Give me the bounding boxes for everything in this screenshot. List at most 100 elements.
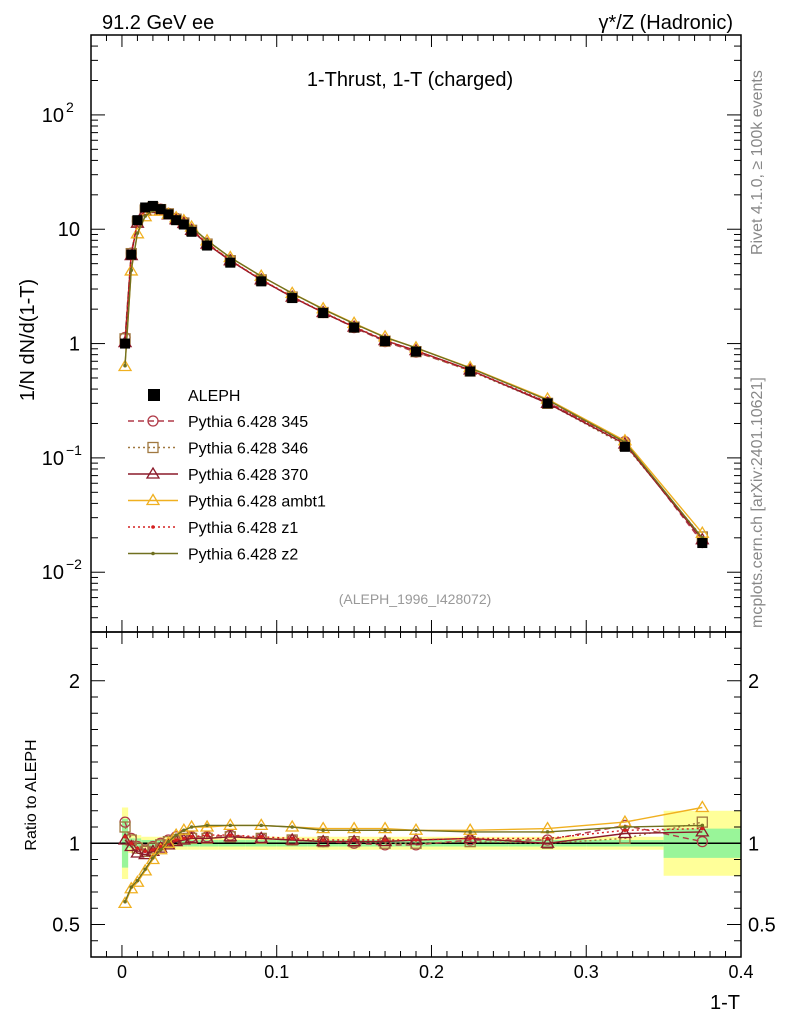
ratio-series-point [123,834,127,839]
ratio-series-point [182,828,186,833]
ratio-series-point [352,838,356,842]
ratio-series-line [124,824,703,903]
ratio-series-point [700,826,705,831]
ratio-series-point [695,800,710,813]
ratio-series-point [617,826,633,839]
ratio-series-point [468,830,472,834]
ratio-series-point [228,823,233,828]
ratio-series-point [129,841,134,846]
main-series-point [130,226,145,239]
y-tick-label: 10 [42,105,64,127]
aleph-data-point [619,441,630,452]
aleph-data-point [147,200,158,211]
ratio-series-point [189,825,194,829]
plot-title: 1-Thrust, 1-T (charged) [307,69,513,91]
aleph-data-point [287,293,298,304]
legend-marker [145,466,161,479]
ratio-series-point [383,838,387,842]
ratio-tick-label-left: 1 [69,833,80,855]
y-tick-label: 10 [58,219,80,241]
x-tick-label: 0.3 [574,962,599,982]
ratio-series-point [383,828,387,833]
x-tick-label: 0 [117,962,127,982]
ratio-series-point [158,844,163,849]
ratio-series-point [623,828,627,833]
ratio-y-axis-label: Ratio to ALEPH [23,739,40,850]
ratio-series-point [285,832,300,845]
ratio-series-point [135,846,140,850]
ratio-series-point [463,822,478,835]
y-tick-label: 10 [42,448,64,470]
ratio-series-point [129,885,134,889]
ratio-series-point [123,899,127,904]
ratio-series-point [700,823,705,828]
ratio-series-point [166,839,171,844]
ratio-series-line [124,806,703,904]
ratio-series-point [138,863,153,876]
ratio-series-point [321,828,325,833]
ratio-series-point [223,818,238,831]
ratio-series-point [290,836,294,841]
ratio-series-point [124,839,139,852]
aleph-data-point [171,215,182,226]
ratio-series-point [623,825,627,829]
ratio-tick-label-left: 2 [69,671,80,693]
ratio-series-point [315,821,331,834]
header-energy: 91.2 GeV ee [102,12,214,34]
main-series-point [135,231,140,235]
ratio-series-point [545,836,550,841]
aleph-data-point [380,336,391,347]
ratio-series-point [119,821,131,833]
ratio-series-point [124,881,139,894]
aleph-data-point [225,257,236,268]
main-frame [90,34,742,633]
aleph-data-point [318,308,329,319]
ratio-series-point [408,822,424,835]
main-series-line [124,207,703,540]
aleph-data-point [120,338,131,349]
aleph-data-point [163,209,174,220]
ratio-series-point [346,821,362,834]
ratio-series-point [205,833,209,837]
ratio-series-point [315,834,331,847]
legend-label: Pythia 6.428 z1 [188,520,298,537]
main-series-line [124,206,703,543]
aleph-data-point [411,346,421,357]
ratio-series-point [117,832,133,845]
aleph-data-point [186,226,197,237]
legend-label: Pythia 6.428 z2 [188,547,298,564]
ratio-series-point [161,835,176,848]
y-tick-label: 10 [42,562,64,584]
y-tick-label: 1 [69,334,80,356]
legend-marker-aleph [148,389,160,401]
analysis-id: (ALEPH_1996_I428072) [339,591,492,607]
ratio-series-point [151,856,155,860]
ratio-series-point [228,833,233,837]
ratio-series-point [254,818,269,831]
rivet-label: Rivet 4.1.0, ≥ 100k events [749,70,766,255]
ratio-frame [90,631,742,958]
ratio-series-line [124,827,703,853]
main-series-point [143,214,147,218]
legend-marker [147,415,159,427]
ratio-series-point [540,835,555,848]
ratio-series-point [174,838,178,842]
main-series-point [123,363,127,368]
ratio-tick-label-right: 2 [748,671,759,693]
ratio-series-point [189,834,194,839]
ratio-series-point [259,834,264,839]
ratio-series-point [468,836,472,841]
legend-label-aleph: ALEPH [188,388,240,405]
ratio-tick-label-right: 0.5 [748,915,776,937]
x-tick-label: 0.1 [264,962,289,982]
header-process: γ*/Z (Hadronic) [599,12,733,34]
y-tick-exponent: −2 [66,556,82,572]
main-series-line [124,206,703,538]
aleph-data-point [465,366,476,377]
aleph-data-point [697,538,708,549]
ratio-series-point [130,874,145,887]
aleph-data-point [155,204,166,215]
ratio-series-point [285,819,300,832]
legend-marker [145,493,161,506]
